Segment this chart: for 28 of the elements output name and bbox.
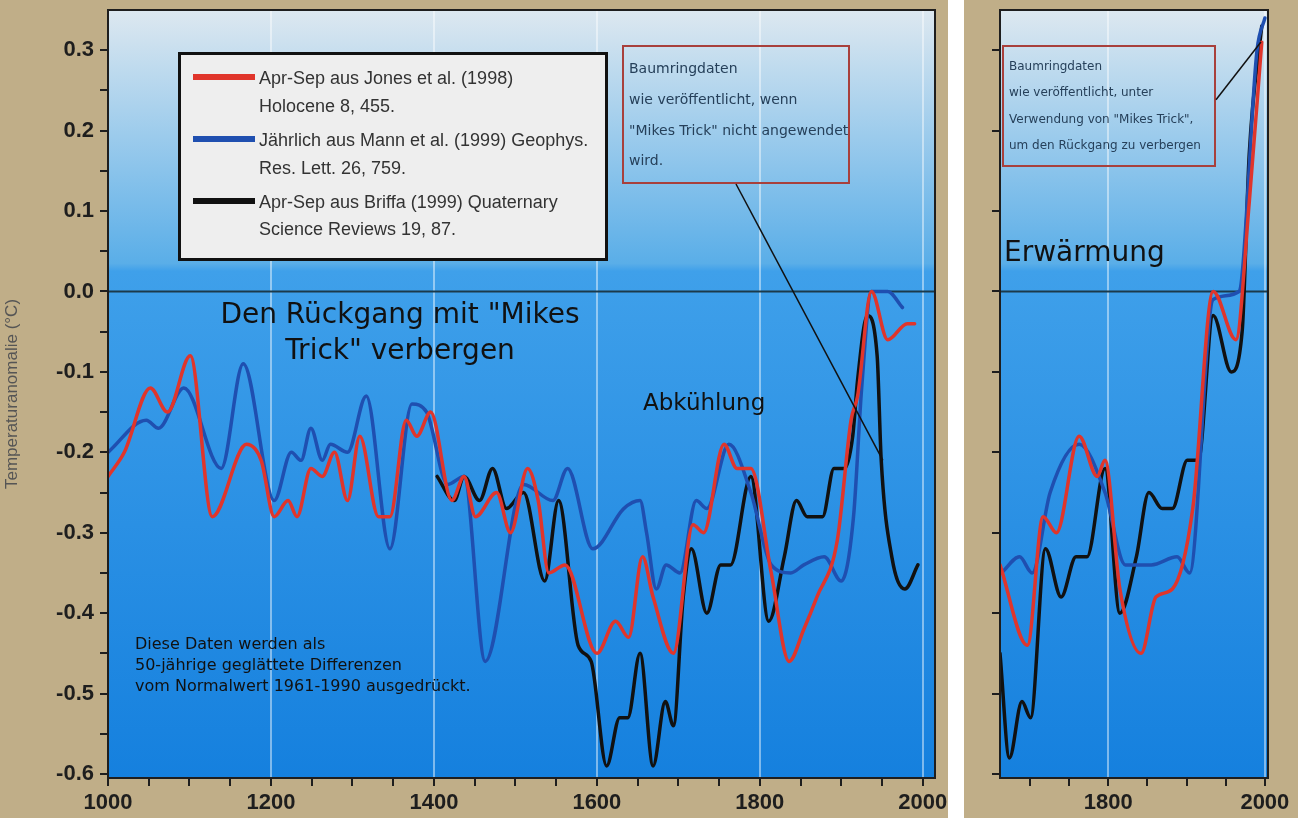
y-tick-label: -0.1 [56,357,94,383]
annotation: Baumringdaten wie veröffentlicht, unter Verwendung von "Mikes Trick", um den Rückgang zu verbergen [1002,45,1216,167]
annotation: Abkühlung [643,388,766,417]
x-tick-label: 1800 [1083,789,1133,815]
x-tick-label: 1000 [83,789,133,815]
annotation: Baumringdaten wie veröffentlicht, wenn "Mikes Trick" nicht angewendet wird. [622,45,850,185]
x-tick-label: 1600 [572,789,622,815]
y-tick-label: -0.5 [56,679,94,705]
legend-label: Apr-Sep aus Jones et al. (1998) Holocene 8, 455. [259,67,515,118]
y-tick-label: -0.6 [56,760,94,786]
x-tick-label: 1800 [735,789,785,815]
legend-label: Jährlich aus Mann et al. (1999) Geophys. Res. Lett. 26, 759. [259,128,590,180]
x-tick-label: 1400 [409,789,459,815]
y-tick-label: -0.3 [56,518,94,544]
annotation: Diese Daten werden als 50-jährige geglättete Differenzen vom Normalwert 1961-1990 ausgedrückt. [135,634,471,697]
x-tick-label: 2000 [1240,789,1290,815]
y-tick-label: 0.2 [63,116,94,142]
x-tick-label: 2000 [898,789,948,815]
y-tick-label: -0.4 [56,599,95,625]
y-tick-label: 0.1 [63,197,94,223]
annotation: Erwärmung [1004,234,1165,270]
y-tick-label: 0.3 [63,36,94,62]
y-tick-label: -0.2 [56,438,94,464]
y-tick-label: 0.0 [63,277,94,303]
x-tick-label: 1200 [246,789,296,815]
annotation: Den Rückgang mit "Mikes Trick" verbergen [219,296,581,369]
y-axis-title: Temperaturanomalie (°C) [1,298,21,490]
legend-label: Apr-Sep aus Briffa (1999) Quaternary Science Reviews 19, 87. [259,190,559,242]
